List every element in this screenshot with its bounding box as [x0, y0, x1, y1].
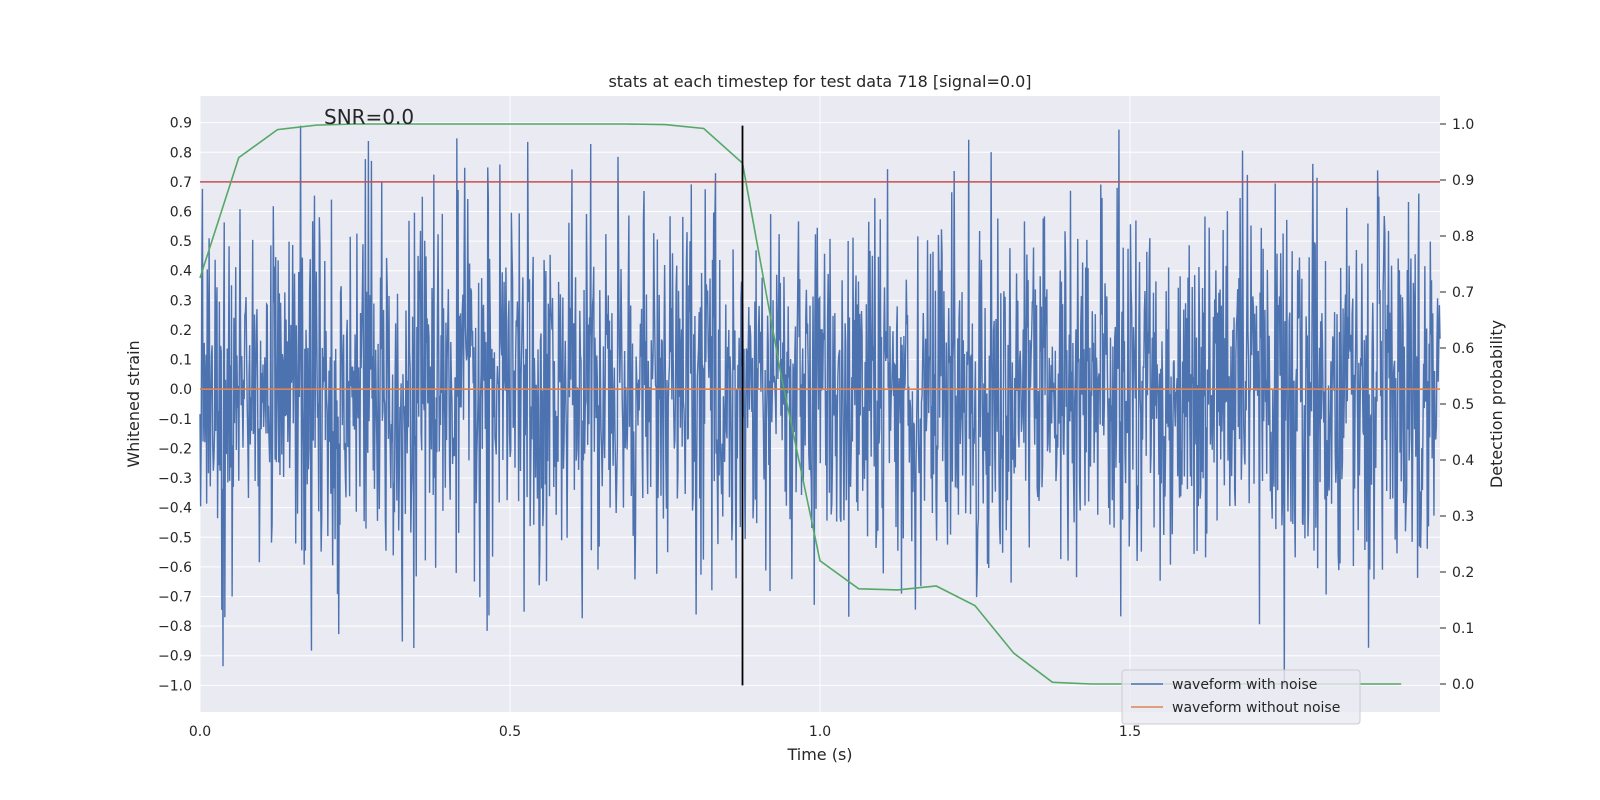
y2-tick-label: 0.1	[1452, 621, 1474, 637]
y-axis-label: Whitened strain	[124, 340, 143, 467]
legend-label-clean: waveform without noise	[1172, 700, 1340, 716]
y-tick-label: 0.9	[170, 116, 192, 132]
snr-annotation: SNR=0.0	[324, 105, 414, 129]
y-tick-label: 0.1	[170, 353, 192, 369]
y-tick-label: −0.4	[158, 501, 192, 517]
legend-box	[1121, 669, 1361, 725]
y-tick-label: −0.9	[158, 649, 192, 665]
y-tick-label: 0.3	[170, 293, 192, 309]
y-tick-label: −0.8	[158, 619, 192, 635]
y-tick-label: 0.2	[170, 323, 192, 339]
y2-tick-label: 0.8	[1452, 229, 1474, 245]
y-tick-label: 0.6	[170, 205, 192, 221]
x-tick-label: 0.0	[189, 724, 211, 740]
y-tick-label: 0.5	[170, 234, 192, 250]
x-tick-label: 1.5	[1119, 724, 1141, 740]
y2-tick-label: 0.0	[1452, 677, 1474, 693]
y-tick-label: −0.7	[158, 590, 192, 606]
y2-tick-label: 1.0	[1452, 117, 1474, 133]
x-tick-label: 0.5	[499, 724, 521, 740]
y-tick-label: −1.0	[158, 678, 192, 694]
y-tick-label: −0.5	[158, 530, 192, 546]
y2-tick-label: 0.4	[1452, 453, 1474, 469]
noise-series	[199, 125, 1441, 686]
tick-labels: 0.9 0.8 0.7 0.6 0.5 0.4 0.3 0.2 0.1 0.0 −0.1 −0.2 −0…	[158, 116, 1474, 740]
y-tick-label: −0.6	[158, 560, 192, 576]
y2-tick-label: 0.7	[1452, 285, 1474, 301]
y2-tick-label: 0.3	[1452, 509, 1474, 525]
legend: waveform with noise waveform without noi…	[1121, 669, 1361, 725]
y-tick-label: −0.2	[158, 441, 192, 457]
y-tick-label: 0.4	[170, 264, 192, 280]
y2-tick-label: 0.6	[1452, 341, 1474, 357]
y-tick-label: 0.0	[170, 382, 192, 398]
y2-axis-label: Detection probability	[1487, 320, 1506, 488]
chart-title: stats at each timestep for test data 718…	[608, 72, 1031, 91]
y2-tick-label: 0.5	[1452, 397, 1474, 413]
y2-tick-label: 0.2	[1452, 565, 1474, 581]
y-tick-label: −0.3	[158, 471, 192, 487]
y-tick-label: 0.7	[170, 175, 192, 191]
y-tick-label: 0.8	[170, 145, 192, 161]
x-axis-label: Time (s)	[786, 745, 852, 764]
x-tick-label: 1.0	[809, 724, 831, 740]
y2-tick-label: 0.9	[1452, 173, 1474, 189]
series-waveform-with-noise	[199, 125, 1441, 686]
y-tick-label: −0.1	[158, 412, 192, 428]
legend-label-noise: waveform with noise	[1172, 677, 1317, 693]
